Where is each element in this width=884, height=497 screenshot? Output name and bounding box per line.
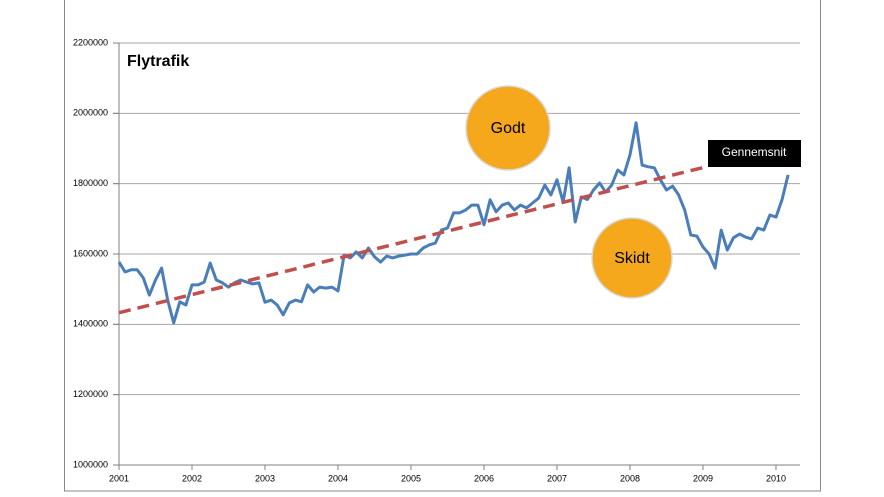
x-tick-label: 2008 [620,473,640,483]
chart-frame [64,0,821,492]
y-tick-label: 1600000 [73,248,108,258]
legend-label: Gennemsnit [722,145,787,159]
y-tick-label: 1800000 [73,178,108,188]
x-tick-label: 2010 [766,473,786,483]
x-tick-label: 2006 [474,473,494,483]
x-tick-label: 2005 [401,473,421,483]
x-tick-label: 2009 [693,473,713,483]
y-tick-label: 2200000 [73,37,108,47]
y-tick-label: 1400000 [73,319,108,329]
annotation-circle [591,217,673,299]
x-tick-label: 2004 [328,473,348,483]
y-tick-label: 2000000 [73,108,108,118]
x-tick-label: 2001 [109,473,129,483]
y-tick-label: 1000000 [73,459,108,469]
x-tick-label: 2002 [182,473,202,483]
x-tick-label: 2007 [547,473,567,483]
annotation-text: Godt [491,120,526,137]
annotation-circle [465,85,551,171]
annotation-text: Skidt [614,250,650,267]
chart-title: Flytrafik [127,53,189,70]
series-line [118,164,710,315]
legend-box [708,140,801,167]
x-tick-label: 2003 [255,473,275,483]
y-tick-label: 1200000 [73,389,108,399]
